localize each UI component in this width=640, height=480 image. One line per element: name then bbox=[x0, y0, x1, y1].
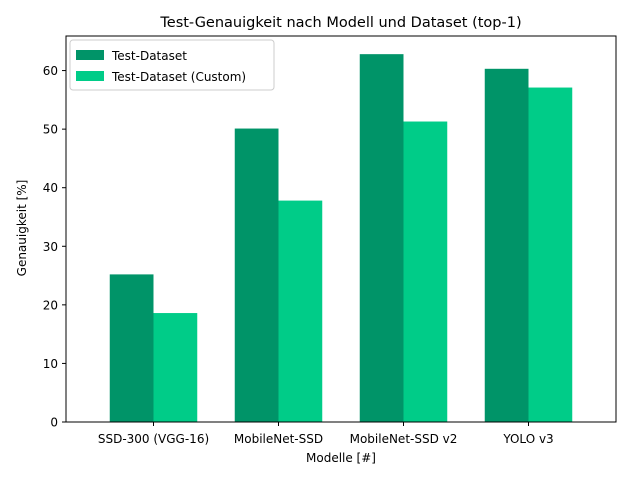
y-tick-label: 50 bbox=[43, 123, 58, 137]
x-tick-label: YOLO v3 bbox=[502, 432, 553, 446]
legend-swatch-2 bbox=[76, 71, 104, 81]
x-tick-label: MobileNet-SSD bbox=[234, 432, 323, 446]
chart-title: Test-Genauigkeit nach Modell und Dataset… bbox=[159, 15, 521, 31]
legend-box bbox=[69, 39, 275, 91]
y-tick-label: 30 bbox=[43, 240, 58, 254]
x-axis: SSD-300 (VGG-16) MobileNet-SSD MobileNet-S… bbox=[98, 422, 554, 446]
x-tick-label: MobileNet-SSD v2 bbox=[350, 432, 458, 446]
bar-1-4 bbox=[484, 68, 529, 423]
bar-1-1 bbox=[109, 274, 154, 422]
y-axis-label: Genauigkeit [%] bbox=[15, 180, 29, 277]
plot-frame bbox=[65, 35, 617, 423]
bar-2-4 bbox=[528, 87, 573, 422]
bar-1-2 bbox=[234, 128, 279, 423]
bar-2-3 bbox=[403, 121, 448, 422]
y-tick-label: 60 bbox=[43, 64, 58, 78]
x-axis-label: Modelle [#] bbox=[306, 451, 376, 465]
y-tick-label: 20 bbox=[43, 298, 58, 312]
y-axis: 0 10 20 30 40 50 60 bbox=[43, 64, 66, 430]
y-tick-label: 0 bbox=[50, 416, 58, 430]
legend-swatch-1 bbox=[76, 50, 104, 60]
legend-label-2: Test-Dataset (Custom) bbox=[111, 70, 246, 84]
bars bbox=[109, 54, 573, 423]
legend: Test-Dataset Test-Dataset (Custom) bbox=[69, 39, 275, 91]
y-tick-label: 10 bbox=[43, 357, 58, 371]
x-tick-label: SSD-300 (VGG-16) bbox=[98, 432, 209, 446]
bar-2-1 bbox=[153, 313, 198, 422]
legend-label-1: Test-Dataset bbox=[111, 49, 187, 63]
bar-2-2 bbox=[278, 200, 323, 422]
y-tick-label: 40 bbox=[43, 181, 58, 195]
bar-1-3 bbox=[359, 54, 404, 423]
